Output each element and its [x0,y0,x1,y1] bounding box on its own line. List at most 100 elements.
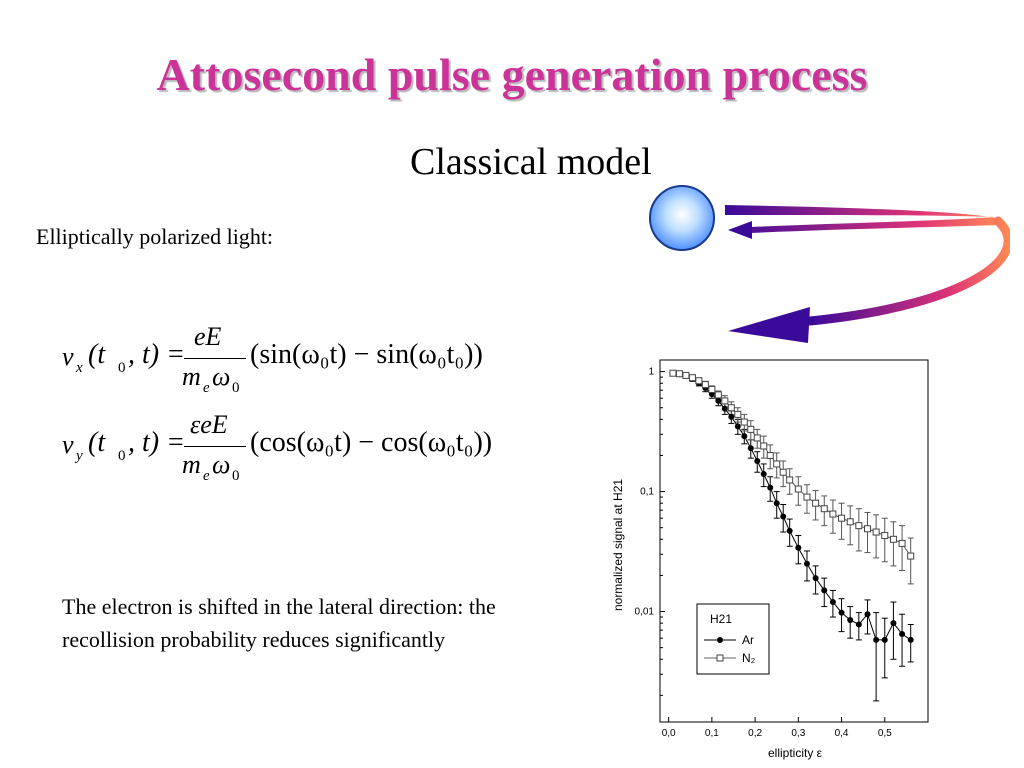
data-point-ar [734,423,741,430]
vy-subscript: y [76,448,83,464]
legend-n2-marker [716,654,724,662]
data-point-n2 [747,425,755,433]
data-point-n2 [721,397,729,405]
legend-n2-label: N₂ [742,651,756,665]
data-point-n2 [682,371,690,379]
data-point-ar [741,433,748,440]
trajectory-upper-band [725,205,1000,233]
legend-box [696,603,770,675]
data-point-n2 [820,505,828,513]
equation-vy: v y (t 0 , t) = εeE m e ω 0 (cos(ω₀t) − … [62,410,522,490]
data-point-ar [767,484,774,491]
vx-lhs-open: (t [88,339,106,370]
data-point-ar [760,471,767,478]
electron-ball [649,185,715,251]
vy-rhs: (cos(ω₀t) − cos(ω₀t₀)) [250,427,493,458]
ellipticity-chart: 1 0,1 0,01 0,0 0,1 0,2 0,3 0,4 0,5 ellipticity … [611,359,929,760]
data-point-n2 [773,460,781,468]
data-point-ar [890,620,897,627]
data-point-n2 [766,451,774,459]
data-point-n2 [889,535,897,543]
data-point-ar [773,500,780,507]
vx-den-zero: 0 [232,380,240,396]
vy-numerator: εeE [190,410,228,439]
data-point-ar [847,617,854,624]
equation-vx: v x (t 0 , t) = eE m e ω 0 (sin(ω₀t) − s… [62,322,522,402]
data-point-ar [786,527,793,534]
vx-fraction-bar [184,358,246,359]
data-point-n2 [846,518,854,526]
data-point-ar [899,630,906,637]
trajectory-return-arc [805,216,1010,326]
data-point-n2 [727,404,735,412]
vy-fraction-bar [184,446,246,447]
vy-lhs-open: (t [88,427,106,458]
data-point-ar [821,587,828,594]
data-point-ar [907,636,914,643]
data-point-n2 [812,499,820,507]
vx-lhs-rest: , t) = [128,339,185,370]
vy-lhs-sub: 0 [118,448,126,464]
data-point-n2 [675,370,683,378]
data-point-n2 [695,377,703,385]
vy-lhs-rest: , t) = [128,427,185,458]
vx-lhs-sub: 0 [118,360,126,376]
x-tick-label: 0,4 [835,728,849,739]
vy-den-e: e [203,468,210,484]
data-point-n2 [669,369,677,377]
data-point-n2 [701,381,709,389]
plot-frame [659,359,929,723]
note-text: The electron is shifted in the lateral d… [62,594,496,652]
data-point-ar [721,405,728,412]
data-point-ar [855,621,862,628]
vx-den-omega: ω [212,362,231,391]
data-point-ar [881,636,888,643]
vx-subscript: x [76,360,83,376]
data-point-n2 [734,410,742,418]
y-tick-label: 0,1 [640,487,654,498]
data-point-n2 [855,522,863,530]
data-point-n2 [838,514,846,522]
y-axis-label: normalized signal at H21 [611,479,625,611]
data-point-ar [864,611,871,618]
data-point-ar [780,513,787,520]
slide-title: Attosecond pulse generation process [156,49,868,100]
data-point-n2 [898,539,906,547]
y-tick-label: 0,01 [635,607,655,618]
data-point-n2 [714,391,722,399]
vy-den-m: m [182,450,201,479]
data-point-n2 [863,525,871,533]
x-tick-label: 0,3 [791,728,805,739]
data-point-n2 [760,442,768,450]
data-point-n2 [779,468,787,476]
y-tick-label: 1 [648,367,654,378]
slide-subtitle: Classical model [410,141,652,183]
vx-symbol: v [62,342,74,371]
series-line-ar [672,372,911,641]
data-point-n2 [872,528,880,536]
data-point-ar [754,457,761,464]
x-tick-label: 0,5 [878,728,892,739]
data-point-ar [812,575,819,582]
upper-arrowhead [728,221,752,239]
data-point-n2 [708,385,716,393]
data-point-n2 [688,374,696,382]
x-tick-label: 0,2 [748,728,762,739]
electron-trajectory-diagram [649,185,1010,343]
legend-ar-label: Ar [742,633,754,647]
return-arrowhead [728,307,810,343]
data-point-ar [803,560,810,567]
data-point-ar [829,599,836,606]
x-tick-label: 0,0 [662,728,676,739]
vx-den-m: m [182,362,201,391]
vx-numerator: eE [194,322,222,351]
data-point-n2 [753,434,761,442]
data-point-n2 [786,476,794,484]
x-axis-label: ellipticity ε [768,746,823,760]
vx-den-e: e [203,380,210,396]
data-point-ar [747,445,754,452]
data-point-n2 [740,418,748,426]
data-point-n2 [803,493,811,501]
intro-text: Elliptically polarized light: [36,224,274,249]
x-tick-label: 0,1 [705,728,719,739]
